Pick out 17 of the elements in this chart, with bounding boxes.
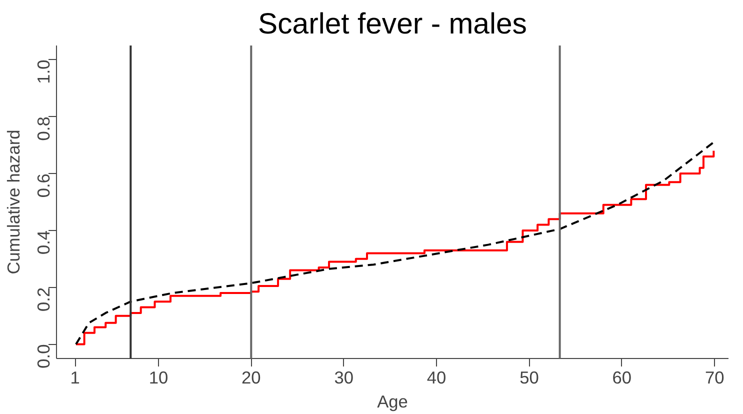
x-tick-label: 70 [704, 368, 724, 388]
y-tick-label: 0.4 [34, 230, 54, 255]
y-tick-label: 0.6 [34, 174, 54, 198]
y-axis-title: Cumulative hazard [4, 130, 24, 274]
y-tick-label: 0.8 [34, 116, 54, 141]
x-tick-label: 50 [520, 368, 539, 388]
x-tick-label: 1 [70, 368, 80, 388]
y-tick-label: 0.0 [34, 344, 54, 368]
chart-title: Scarlet fever - males [258, 8, 527, 40]
y-tick-label: 0.2 [34, 287, 54, 312]
y-tick-label: 1.0 [34, 60, 54, 84]
x-tick-label: 60 [612, 368, 632, 388]
x-axis-title: Age [377, 392, 408, 412]
x-tick-label: 30 [334, 368, 354, 388]
x-tick-label: 20 [242, 368, 261, 388]
x-tick-label: 40 [426, 368, 446, 388]
x-tick-label: 10 [148, 368, 168, 388]
